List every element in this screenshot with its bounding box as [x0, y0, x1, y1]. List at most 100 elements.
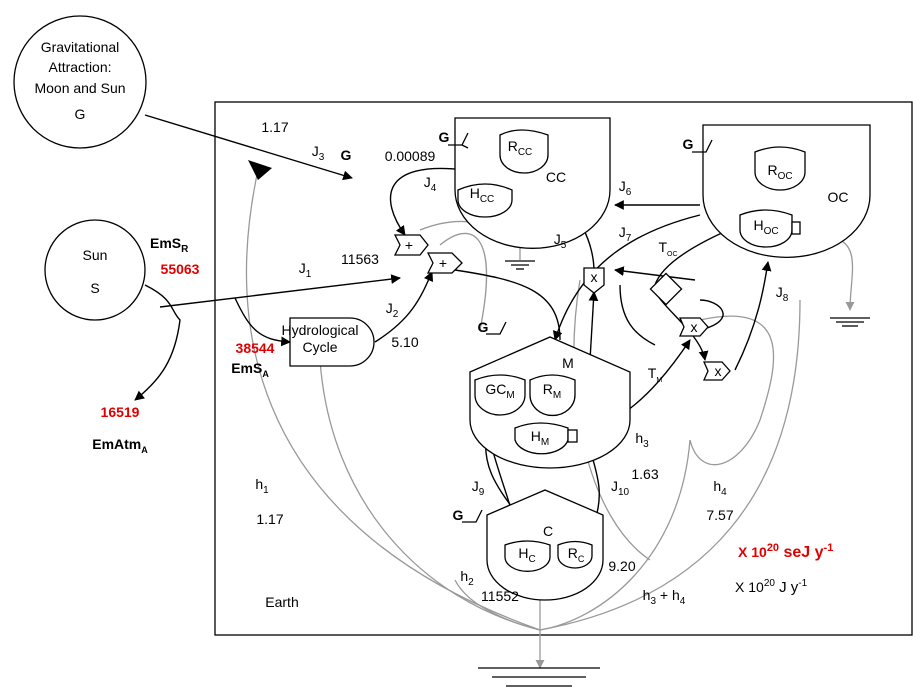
label-part: 3: [319, 152, 325, 163]
label: HCC: [470, 185, 495, 205]
flow: [614, 266, 696, 281]
label-part: -1: [824, 542, 834, 554]
label: J4: [424, 174, 437, 194]
label-part: x: [715, 363, 722, 379]
label-part: 3: [643, 439, 649, 450]
label-part: X 10: [738, 544, 767, 560]
label-part: G: [683, 136, 694, 152]
label-part: 1.17: [261, 119, 288, 135]
label: G: [683, 136, 694, 152]
label-part: Attraction:: [48, 59, 111, 75]
label-part: R: [181, 244, 189, 255]
label-part: CC: [518, 147, 532, 158]
label-part: 1.17: [256, 511, 283, 527]
label-part: 4: [721, 487, 727, 498]
label-part: EmS: [231, 360, 262, 376]
label: RCC: [508, 138, 533, 158]
label-part: OC: [828, 189, 849, 205]
label: S: [90, 280, 99, 296]
interactions: [393, 234, 731, 381]
label-part: Sun: [83, 247, 108, 263]
label: J5: [554, 231, 567, 251]
hydrological-cycle: [289, 317, 375, 367]
label-part: 11552: [481, 588, 519, 604]
label: Sun: [83, 247, 108, 263]
label-part: G: [453, 507, 464, 523]
label: EmSA: [231, 360, 269, 379]
label-part: 55063: [161, 261, 200, 277]
label: h4: [713, 478, 727, 498]
label-part: C: [578, 554, 585, 564]
label: 5.10: [391, 334, 418, 350]
label-part: -1: [798, 578, 807, 589]
label-part: A: [141, 445, 148, 455]
label-part: seJ y: [779, 544, 824, 561]
labels: Gravitational Attraction: Moon and Sun G Sun…: [34, 39, 848, 610]
label: h3: [635, 430, 649, 450]
label-part: G: [75, 106, 86, 122]
label: Cycle: [302, 339, 337, 355]
label: 9.20: [608, 558, 635, 574]
label: HC: [518, 545, 535, 565]
label: h3 + h4: [643, 587, 686, 607]
heat-sink: [478, 260, 870, 687]
label-part: 1: [306, 269, 312, 280]
flow: [159, 274, 401, 308]
label-part: 8: [783, 293, 789, 304]
label: J10: [611, 478, 630, 498]
heat-line: [439, 232, 488, 331]
label-part: x: [691, 319, 698, 335]
label: G: [439, 129, 450, 145]
label-part: 4: [680, 596, 686, 607]
label: x: [715, 363, 722, 379]
label: HOC: [753, 217, 778, 237]
label-part: M: [656, 377, 662, 384]
label: G: [478, 319, 489, 335]
label: ROC: [767, 162, 792, 182]
shapes: [13, 15, 913, 687]
label-part: 3: [650, 596, 656, 607]
label: 16519: [101, 404, 140, 420]
label: G: [453, 507, 464, 523]
label-part: J: [619, 224, 626, 240]
label-part: Earth: [265, 594, 298, 610]
label-part: T: [658, 239, 667, 255]
gravity-inputs: [448, 132, 713, 523]
label-part: OC: [778, 171, 793, 182]
flow: [699, 299, 724, 331]
label-part: J: [554, 231, 561, 247]
label-part: G: [439, 129, 450, 145]
label-part: OC: [667, 251, 678, 258]
label-part: R: [543, 381, 553, 397]
flow: [389, 167, 466, 236]
pathway-junction: [248, 160, 272, 180]
label-part: J: [619, 178, 626, 194]
label-part: 0.00089: [385, 148, 436, 164]
label: X 1020 seJ y-1: [738, 542, 833, 561]
label: X 1020 J y-1: [735, 578, 808, 596]
heat-line: [839, 239, 855, 311]
heat-line: [539, 299, 801, 631]
label-part: J: [299, 260, 306, 276]
label-part: 2: [393, 309, 399, 320]
label-part: 7: [626, 233, 632, 244]
label: 38544: [236, 340, 275, 356]
label: J6: [619, 178, 632, 198]
label-part: G: [341, 147, 352, 163]
label-part: 1: [263, 485, 269, 496]
flow: [454, 269, 561, 341]
label-part: h: [635, 430, 643, 446]
label: J3: [312, 143, 325, 163]
label: h2: [460, 568, 474, 588]
flow: [619, 284, 656, 346]
label: G: [341, 147, 352, 163]
label: h1: [255, 476, 269, 496]
label-part: 4: [431, 183, 437, 194]
label-part: + h: [656, 587, 680, 603]
label-part: h: [255, 476, 263, 492]
flow: [234, 297, 291, 347]
label-part: CC: [546, 169, 566, 185]
label-part: M: [541, 437, 549, 448]
label: M: [562, 355, 574, 371]
label-part: 2: [468, 577, 474, 588]
